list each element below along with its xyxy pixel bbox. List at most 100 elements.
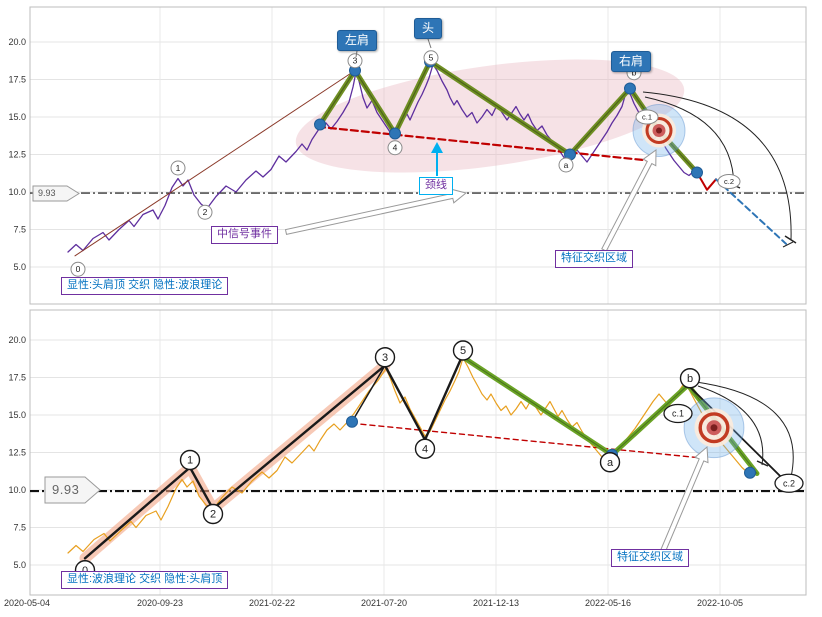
wave-point-label: 5 — [429, 53, 434, 63]
y-tick-label: 20.0 — [8, 335, 26, 345]
ref-price-label-top: 9.93 — [38, 188, 56, 198]
wave-point-marker — [558, 157, 574, 173]
x-tick-label: 2021-07-20 — [361, 598, 407, 608]
caption-top: 显性:头肩顶 交织 隐性:波浪理论 — [61, 277, 229, 295]
wave-point-label: 0 — [76, 264, 81, 274]
b-to-c2-line — [687, 384, 787, 483]
mid-signal-label: 中信号事件 — [211, 226, 278, 244]
arc-end-tick — [756, 460, 769, 467]
head-label: 头 — [414, 18, 443, 39]
wave-point-marker — [414, 438, 436, 459]
y-tick-label: 12.5 — [8, 448, 26, 458]
ref-price-label-bottom: 9.93 — [52, 482, 80, 497]
pattern-dot — [624, 82, 636, 95]
left-shoulder-label: 左肩 — [337, 30, 378, 51]
x-tick-label: 2020-09-23 — [137, 598, 183, 608]
wave-point-marker — [70, 261, 86, 277]
wave-point-marker — [717, 174, 741, 189]
projection-line — [715, 178, 787, 245]
ref-price-arrow-top — [32, 185, 80, 202]
y-tick-label: 7.5 — [13, 225, 26, 235]
label-connector — [355, 50, 358, 58]
neckline-arrowhead — [431, 142, 443, 153]
wave-point-marker — [170, 160, 186, 176]
wave-point-label: 3 — [353, 56, 358, 66]
ref-price-arrow-bottom — [44, 476, 101, 504]
projection-arc — [642, 91, 792, 241]
wave-point-marker — [635, 109, 659, 125]
pattern-dot — [389, 127, 401, 140]
y-tick-label: 10.0 — [8, 485, 26, 495]
projection-arc — [644, 96, 735, 187]
wave-point-label: 4 — [422, 443, 428, 455]
pattern-dot — [744, 466, 756, 479]
wave-point-label: 0 — [82, 565, 88, 577]
target-bullseye — [698, 412, 730, 444]
wave-point-label: 1 — [176, 163, 181, 173]
projection-arc — [697, 385, 764, 466]
y-tick-label: 10.0 — [8, 187, 26, 197]
callout-arrow — [660, 445, 709, 553]
wave-point-label: c.1 — [672, 409, 684, 419]
wave-point-label: 5 — [460, 345, 466, 357]
wave-point-marker — [774, 473, 804, 493]
wave-point-label: c.2 — [724, 177, 734, 186]
y-tick-label: 17.5 — [8, 373, 26, 383]
panel-frame — [29, 309, 807, 596]
feature-zone-label-bottom: 特征交织区域 — [611, 549, 689, 567]
arc-end-tick — [784, 235, 797, 244]
wave-point-marker — [347, 53, 363, 69]
wave-point-label: 2 — [203, 207, 208, 217]
wave-point-marker — [452, 340, 474, 361]
wave-point-marker — [663, 403, 693, 424]
wave-point-marker — [202, 503, 224, 525]
y-tick-label: 20.0 — [8, 37, 26, 47]
panel-frame — [29, 6, 807, 305]
pattern-dot — [314, 118, 326, 131]
y-tick-label: 15.0 — [8, 112, 26, 122]
wave-point-label: 4 — [393, 143, 398, 153]
x-tick-label: 2022-10-05 — [697, 598, 743, 608]
neckline-line — [316, 125, 658, 163]
y-tick-label: 5.0 — [13, 560, 26, 570]
target-bullseye — [645, 117, 673, 144]
callout-arrow — [284, 188, 468, 235]
y-tick-label: 7.5 — [13, 523, 26, 533]
caption-bottom: 显性:波浪理论 交织 隐性:头肩顶 — [61, 571, 229, 589]
target-bullseye — [656, 127, 662, 134]
pattern-dot — [346, 415, 358, 428]
wave-point-marker — [679, 368, 701, 389]
wave-point-label: b — [632, 68, 637, 78]
wave-point-marker — [599, 452, 621, 473]
x-tick-label: 2022-05-16 — [585, 598, 631, 608]
pattern-dot — [691, 166, 703, 179]
callout-arrow — [601, 149, 657, 252]
wave-point-marker — [387, 140, 403, 156]
y-tick-label: 12.5 — [8, 150, 26, 160]
wave-point-label: c.1 — [642, 113, 652, 122]
projection-arc — [782, 241, 794, 248]
wave-point-marker — [197, 204, 213, 220]
wave-black-line — [83, 355, 464, 560]
wave-point-label: 2 — [210, 509, 216, 521]
breakdown-line — [696, 171, 717, 191]
neckline-label: 颈线 — [419, 177, 453, 195]
x-tick-label: 2020-05-04 — [4, 598, 50, 608]
impulse-band — [79, 360, 391, 564]
wave-point-label: a — [564, 160, 569, 170]
feature-zone-label-top: 特征交织区域 — [555, 250, 633, 268]
pre-peak-line — [351, 364, 386, 423]
wave-point-label: a — [607, 457, 614, 469]
label-connector — [427, 38, 432, 49]
y-tick-label: 5.0 — [13, 262, 26, 272]
wave-point-marker — [374, 347, 396, 368]
target-bullseye — [710, 424, 718, 432]
hidden-neckline — [351, 422, 701, 459]
price-line — [67, 357, 758, 554]
wave-point-marker — [423, 50, 439, 66]
x-tick-label: 2021-02-22 — [249, 598, 295, 608]
wave-point-label: b — [687, 373, 693, 385]
y-tick-label: 17.5 — [8, 75, 26, 85]
